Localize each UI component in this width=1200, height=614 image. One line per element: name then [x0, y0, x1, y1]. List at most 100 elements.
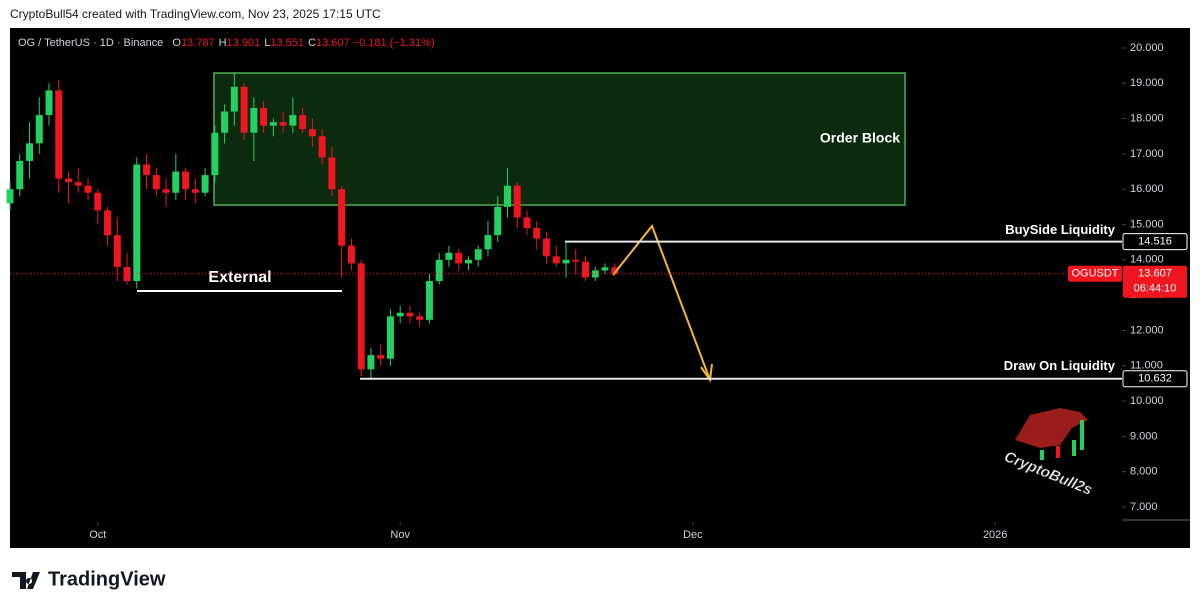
candle-body: [250, 108, 258, 133]
order-block-zone: [213, 72, 906, 206]
y-tick-label: 18.000: [1130, 113, 1164, 125]
candle-body: [230, 86, 238, 112]
candle-body: [552, 256, 560, 264]
symbol: OG / TetherUS · 1D · Binance: [18, 37, 163, 49]
candle-body: [347, 245, 355, 264]
candle-body: [16, 160, 24, 190]
x-tick-label: 2026: [983, 529, 1007, 541]
ohlc-value: 13.787: [181, 37, 215, 49]
candle-body: [406, 312, 414, 317]
candle-body: [533, 228, 541, 239]
level-tag-value: 10.632: [1138, 373, 1172, 385]
candle-body: [396, 312, 404, 317]
y-tick-label: 15.000: [1130, 218, 1164, 230]
level-tag-value: 14.516: [1138, 236, 1172, 248]
candle-body: [6, 189, 14, 204]
candle-body: [503, 185, 511, 207]
candle-body: [523, 217, 531, 229]
legend: OG / TetherUS · 1D · Binance O13.787 H13.…: [18, 37, 435, 49]
logo-candle: [1040, 450, 1044, 460]
candle-body: [162, 189, 170, 193]
symbol-tag: [1068, 265, 1122, 282]
y-tick-label: 20.000: [1130, 42, 1164, 54]
candle-body: [269, 122, 277, 126]
candle-body: [338, 189, 346, 246]
candle-body: [45, 90, 53, 116]
candle-body: [542, 238, 550, 257]
y-tick-label: 11.000: [1130, 360, 1163, 372]
candle-body: [279, 122, 287, 126]
change: −0.181 (−1.31%): [353, 37, 435, 49]
order-block-label: Order Block: [820, 130, 900, 146]
candle-body: [562, 259, 570, 264]
y-tick-label: 12.000: [1130, 324, 1164, 336]
brand: TradingView: [48, 568, 166, 590]
candle-body: [55, 90, 63, 179]
candle-body: [94, 192, 102, 211]
logo-candle: [1056, 446, 1060, 458]
candle-body: [513, 185, 521, 218]
candle-body: [455, 252, 463, 264]
ohlc-label: H: [219, 37, 227, 49]
y-tick-label: 9.000: [1130, 430, 1158, 442]
ohlc-label: C: [308, 37, 316, 49]
arrow-head: [700, 363, 713, 383]
level-tag: [1122, 370, 1188, 388]
candle-body: [201, 175, 209, 193]
bull-icon: [1015, 408, 1088, 448]
level-tag: [1122, 233, 1188, 251]
candle-body: [104, 210, 112, 236]
candle-body: [464, 259, 472, 264]
candle-body: [367, 355, 375, 370]
ohlc-value: 13.607: [316, 37, 350, 49]
logo-candle: [1080, 420, 1084, 450]
candle-body: [416, 316, 424, 320]
level-label: Draw On Liquidity: [1004, 358, 1116, 373]
candle-body: [191, 189, 199, 193]
tv-icon: [12, 572, 40, 589]
y-tick-label: 19.000: [1130, 77, 1164, 89]
candle-body: [26, 143, 34, 161]
y-tick-label: 16.000: [1130, 183, 1164, 195]
candle-body: [425, 281, 433, 320]
chart-background: [10, 28, 1190, 548]
candle-body: [221, 111, 229, 133]
y-tick-label: 10.000: [1130, 395, 1164, 407]
candle-body: [308, 129, 316, 137]
candle-body: [474, 249, 482, 260]
ohlc-label: L: [264, 37, 270, 49]
candle-body: [84, 185, 92, 193]
candle-body: [318, 136, 326, 158]
ohlc-value: 13.901: [227, 37, 261, 49]
y-tick-label: 14.000: [1130, 254, 1164, 266]
price-tag: [1123, 265, 1187, 298]
candle-body: [35, 115, 43, 144]
candle-body: [152, 175, 160, 190]
candle-body: [611, 267, 619, 274]
x-tick-label: Oct: [89, 529, 106, 541]
candle-body: [182, 171, 190, 190]
ohlc-label: O: [172, 37, 181, 49]
candle-body: [357, 263, 365, 370]
candle-body: [494, 206, 502, 236]
countdown: 06:44:10: [1134, 283, 1177, 295]
x-tick-label: Dec: [683, 529, 703, 541]
ohlc-value: 13.551: [270, 37, 304, 49]
external-label: External: [208, 269, 271, 286]
attribution: CryptoBull54 created with TradingView.co…: [10, 7, 381, 21]
candle-body: [74, 182, 82, 186]
candle-body: [143, 164, 151, 176]
candle-body: [328, 157, 336, 190]
price-tag-value: 13.607: [1138, 268, 1172, 280]
candles: [6, 72, 619, 380]
candle-body: [240, 86, 248, 133]
footer-logo: TradingView: [12, 568, 166, 590]
candle-body: [435, 259, 443, 282]
candle-body: [572, 259, 580, 262]
y-tick-label: 17.000: [1130, 148, 1164, 160]
y-tick-label: 7.000: [1130, 501, 1158, 513]
y-tick-label: 8.000: [1130, 466, 1158, 478]
candle-body: [386, 316, 394, 359]
